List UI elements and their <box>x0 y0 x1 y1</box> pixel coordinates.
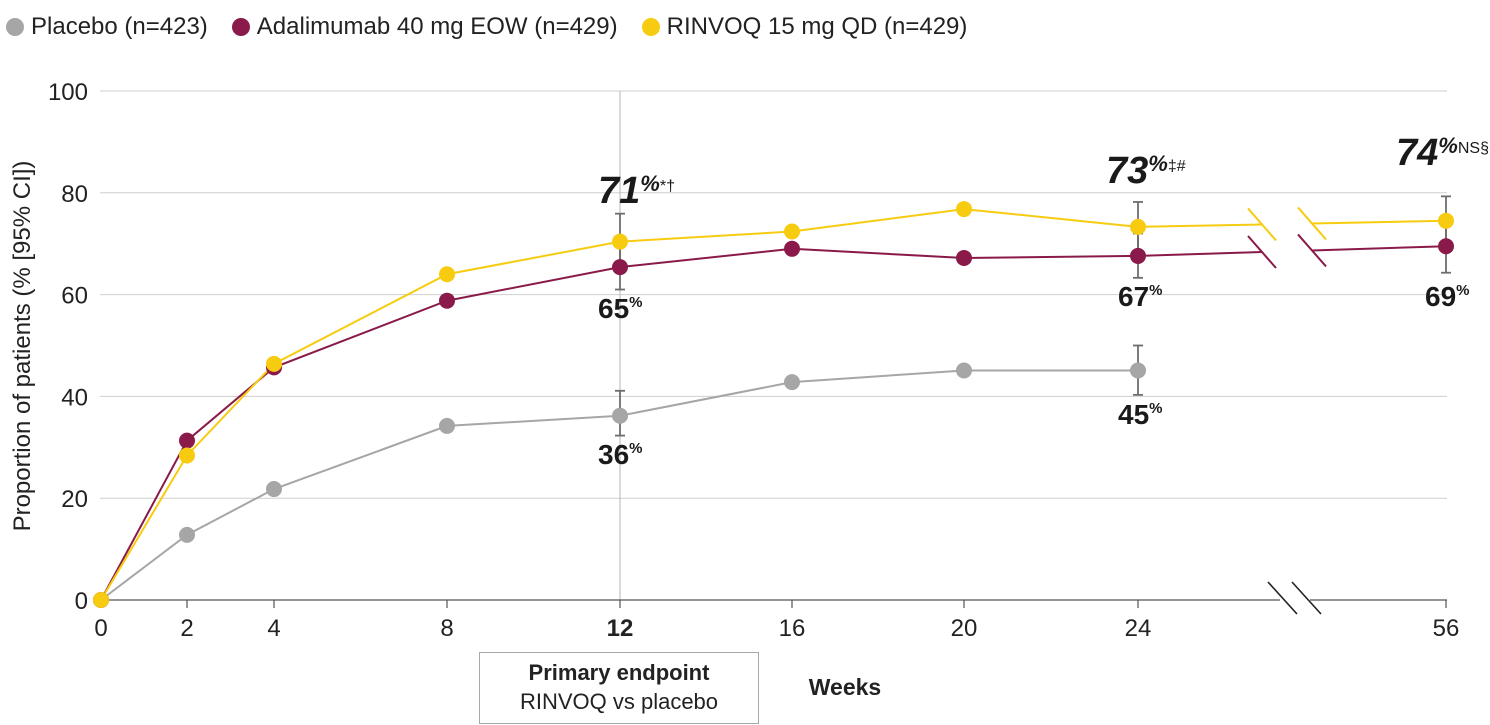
axis-break-mark <box>1291 581 1322 615</box>
annotation-ada-24: 67% <box>1118 281 1163 312</box>
placebo-line <box>100 369 1138 601</box>
y-tick-label: 100 <box>48 79 88 106</box>
y-tick-label: 60 <box>61 283 88 310</box>
adalimumab-line-segment <box>1137 251 1263 257</box>
adalimumab-point <box>1130 247 1146 264</box>
legend-item-adalimumab: Adalimumab 40 mg EOW (n=429) <box>231 13 618 41</box>
rinvoq-point <box>93 592 109 608</box>
annotation-rinvoq-56: 74%NS§ <box>1396 132 1489 174</box>
x-tick-label: 0 <box>94 615 107 642</box>
annotation-ada-12: 65% <box>598 293 643 324</box>
y-tick-label: 20 <box>61 486 88 513</box>
adalimumab-point <box>784 240 800 257</box>
adalimumab-line-segment <box>1311 245 1447 252</box>
adalimumab-point <box>439 292 455 309</box>
legend-label: Adalimumab 40 mg EOW (n=429) <box>256 13 618 40</box>
y-tick-label: 80 <box>61 181 88 208</box>
adalimumab-point <box>612 259 628 276</box>
x-tick-label: 2 <box>180 615 193 642</box>
primary-endpoint-title: Primary endpoint <box>528 660 710 685</box>
y-axis-title: Proportion of patients (% [95% CI]) <box>9 161 36 532</box>
legend-label: Placebo (n=423) <box>31 13 208 40</box>
primary-endpoint-subtitle: RINVOQ vs placebo <box>519 689 719 714</box>
placebo-point <box>612 407 628 424</box>
legend-item-placebo: Placebo (n=423) <box>6 13 208 41</box>
rinvoq-point <box>439 266 455 283</box>
rinvoq-line <box>100 208 1139 601</box>
x-axis-title: Weeks <box>809 674 881 700</box>
placebo-point <box>266 481 282 498</box>
x-tick-label: 16 <box>779 615 806 642</box>
rinvoq-point <box>956 201 972 218</box>
placebo-point <box>956 362 972 379</box>
axis-break-mark <box>1267 581 1298 615</box>
annotation-pbo-12: 36% <box>598 439 643 470</box>
rinvoq-point <box>266 355 282 372</box>
adalimumab-point <box>956 249 972 266</box>
adalimumab-point <box>1438 238 1454 255</box>
x-tick-label: 12 <box>607 615 634 642</box>
x-tick-label: 8 <box>440 615 453 642</box>
rinvoq-break-mark <box>1297 206 1327 241</box>
rinvoq-point <box>1438 212 1454 229</box>
rinvoq-point <box>612 233 628 250</box>
rinvoq-point <box>179 447 195 464</box>
rinvoq-break-mark <box>1247 207 1277 242</box>
placebo-point <box>439 417 455 434</box>
adalimumab-point <box>179 432 195 449</box>
legend: Placebo (n=423) Adalimumab 40 mg EOW (n=4… <box>6 10 991 44</box>
adalimumab-break-mark <box>1297 233 1327 268</box>
legend-swatch <box>231 18 250 36</box>
y-tick-label: 40 <box>61 384 88 411</box>
annotation-ada-56: 69% <box>1425 281 1470 312</box>
annotation-rinvoq-24: 73%‡# <box>1106 150 1186 192</box>
primary-endpoint-box: Primary endpoint RINVOQ vs placebo <box>479 652 759 724</box>
legend-item-rinvoq: RINVOQ 15 mg QD (n=429) <box>641 13 968 41</box>
annotation-pbo-24: 45% <box>1118 399 1163 430</box>
legend-swatch <box>6 18 24 36</box>
placebo-point <box>179 526 195 543</box>
rinvoq-point <box>784 223 800 240</box>
x-tick-label: 4 <box>267 615 280 642</box>
x-tick-label: 56 <box>1433 615 1460 642</box>
legend-label: RINVOQ 15 mg QD (n=429) <box>666 13 968 40</box>
annotation-rinvoq-12: 71%*† <box>598 170 675 212</box>
rinvoq-line-segment <box>1137 223 1263 228</box>
legend-swatch <box>641 18 660 36</box>
rinvoq-point <box>1130 218 1146 235</box>
placebo-point <box>1130 362 1146 379</box>
adalimumab-break-mark <box>1247 235 1277 269</box>
y-tick-label: 0 <box>75 588 88 615</box>
placebo-point <box>784 374 800 391</box>
x-tick-label: 20 <box>951 615 978 642</box>
x-tick-label: 24 <box>1125 615 1152 642</box>
adalimumab-line <box>100 247 1139 601</box>
rinvoq-line-segment <box>1311 219 1447 225</box>
